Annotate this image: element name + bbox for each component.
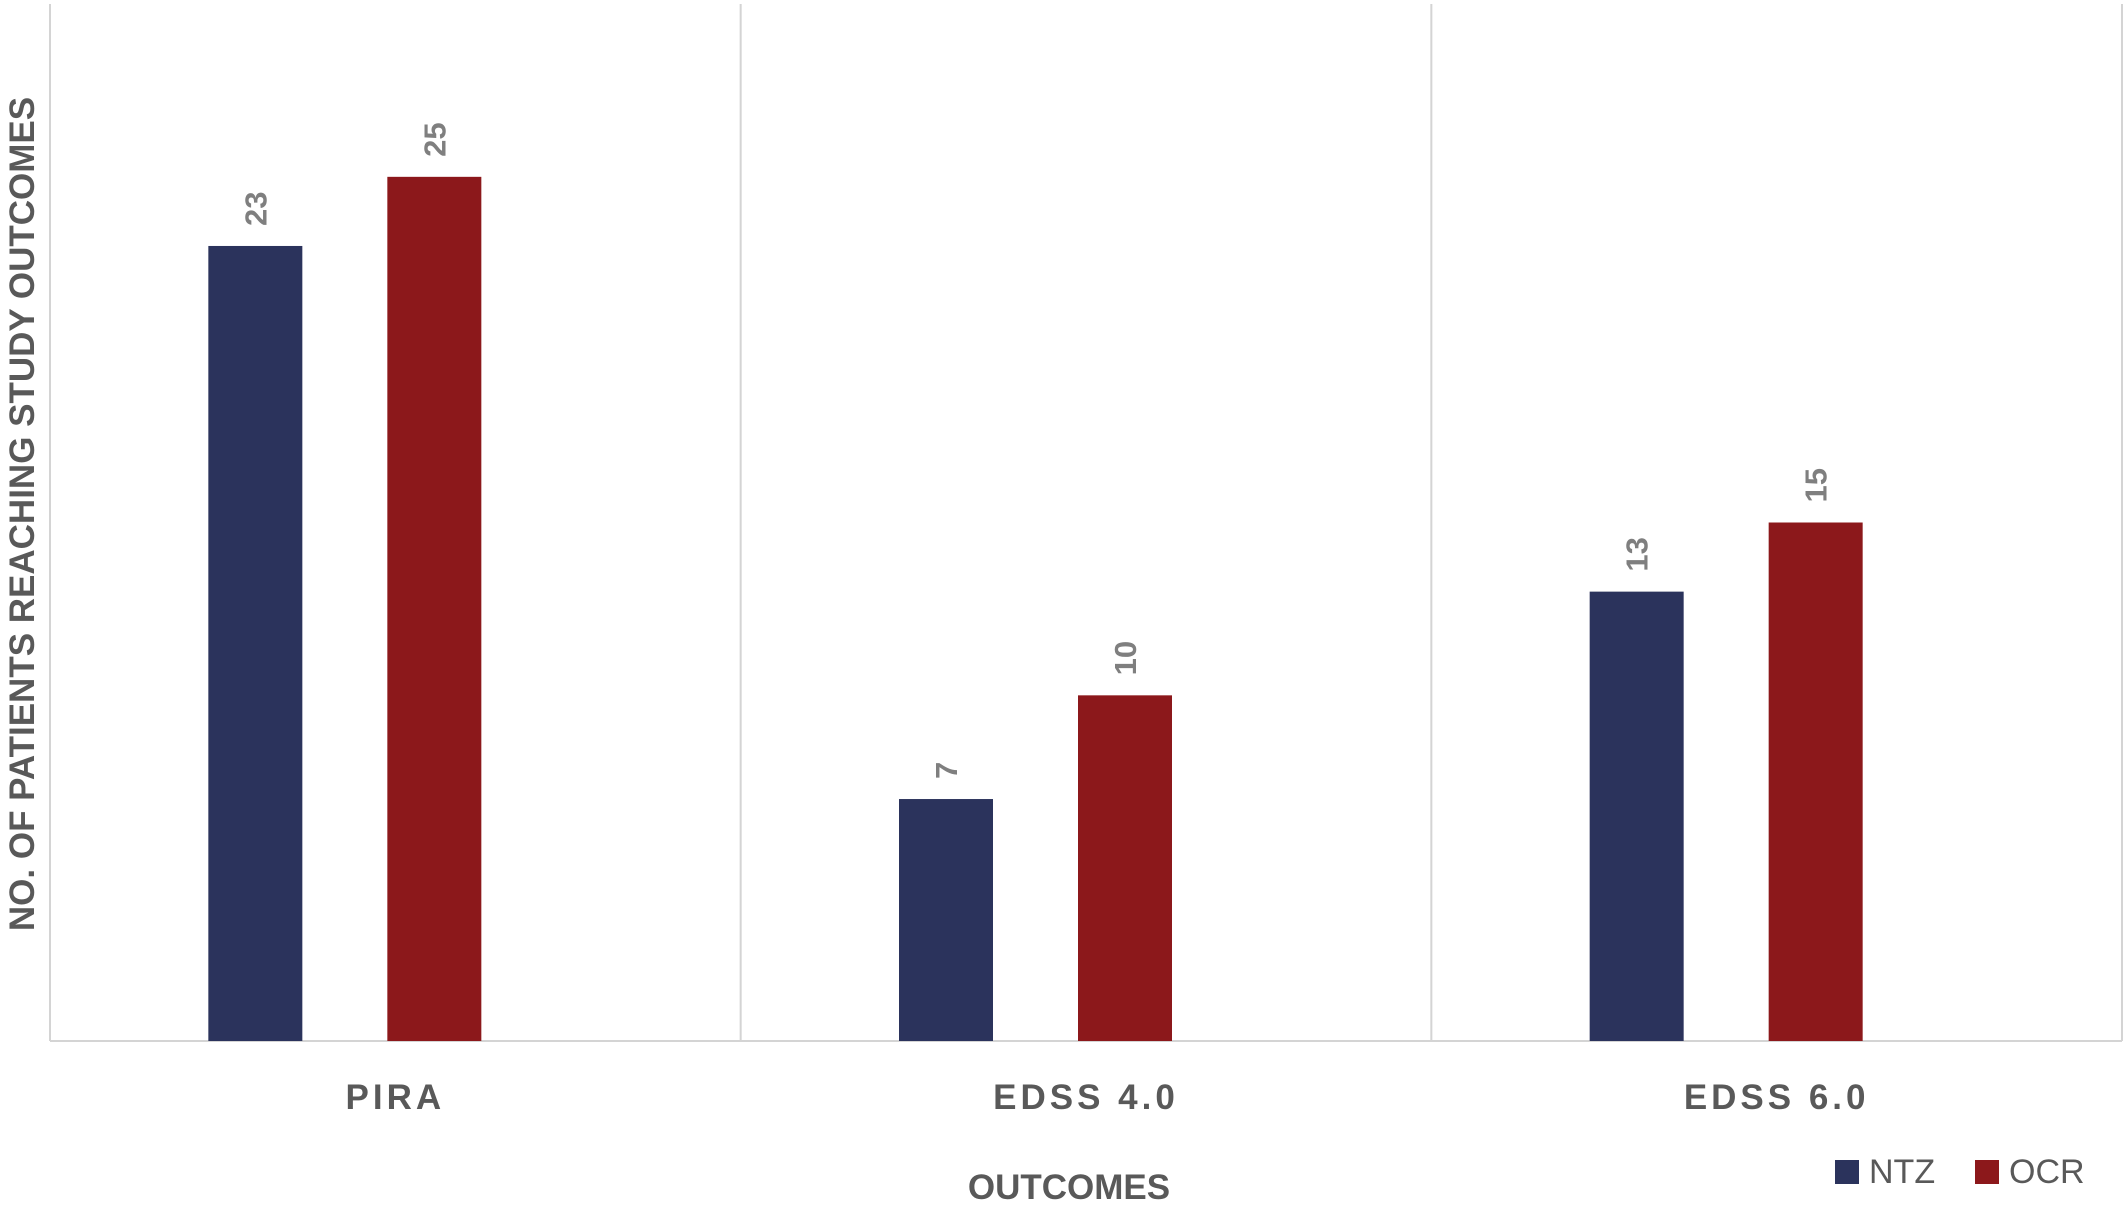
category-label-0: PIRA	[346, 1078, 446, 1117]
legend-label-ocr: OCR	[2009, 1153, 2085, 1191]
data-label-ocr-1: 10	[1108, 641, 1143, 675]
bar-ocr-2	[1768, 522, 1863, 1041]
bar-ntz-0	[208, 245, 303, 1041]
data-label-ntz-0: 23	[238, 191, 273, 225]
bar-ntz-2	[1589, 591, 1684, 1041]
data-label-ntz-1: 7	[929, 762, 964, 779]
legend-swatch-ntz	[1835, 1160, 1859, 1184]
value-labels-layer: 23 25 7 10 13 15	[238, 122, 1833, 779]
bars-layer	[208, 176, 1863, 1042]
bar-ntz-1	[899, 799, 993, 1041]
category-labels-layer: PIRA EDSS 4.0 EDSS 6.0	[346, 1078, 1870, 1117]
data-label-ocr-0: 25	[417, 122, 452, 156]
legend-label-ntz: NTZ	[1869, 1153, 1935, 1191]
legend-swatch-ocr	[1975, 1160, 1999, 1184]
x-axis-title: OUTCOMES	[968, 1168, 1170, 1205]
category-label-1: EDSS 4.0	[993, 1078, 1179, 1117]
data-label-ntz-2: 13	[1620, 537, 1655, 571]
y-axis-title: NO. OF PATIENTS REACHING STUDY OUTCOMES	[3, 97, 42, 931]
bar-ocr-1	[1078, 695, 1172, 1041]
legend: NTZ OCR	[1835, 1153, 2085, 1191]
bar-ocr-0	[387, 176, 482, 1042]
category-label-2: EDSS 6.0	[1684, 1078, 1870, 1117]
data-label-ocr-2: 15	[1799, 468, 1834, 502]
